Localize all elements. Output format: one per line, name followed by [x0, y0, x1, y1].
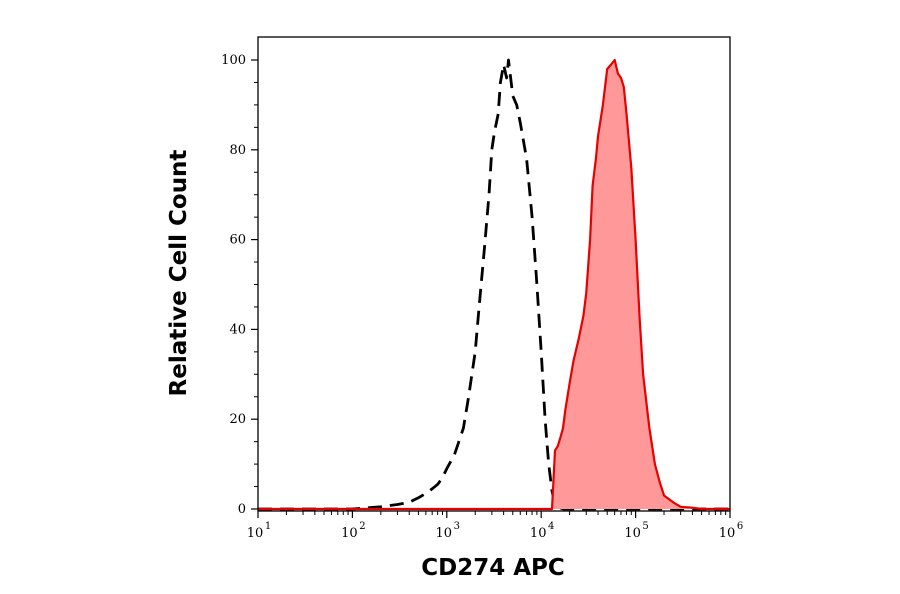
- x-tick-exponent-3: 4: [548, 521, 554, 532]
- x-tick-label-0: 10: [247, 526, 264, 541]
- series-1-line: [258, 58, 730, 511]
- x-tick-exponent-1: 2: [359, 521, 365, 532]
- y-tick-label-5: 100: [221, 53, 246, 68]
- x-tick-label-5: 10: [719, 526, 736, 541]
- y-tick-label-3: 60: [229, 233, 246, 248]
- plot-frame: [257, 36, 731, 512]
- y-tick-label-1: 20: [229, 412, 246, 427]
- x-tick-label-4: 10: [624, 526, 641, 541]
- y-axis-title: Relative Cell Count: [166, 150, 192, 397]
- x-tick-exponent-5: 6: [737, 521, 743, 532]
- y-tick-label-2: 40: [229, 322, 246, 337]
- series-0-line: [258, 58, 730, 511]
- x-tick-exponent-2: 3: [454, 521, 460, 532]
- x-tick-label-1: 10: [341, 526, 358, 541]
- x-tick-exponent-0: 1: [265, 521, 271, 532]
- x-tick-exponent-4: 5: [642, 521, 648, 532]
- x-tick-label-2: 10: [436, 526, 453, 541]
- x-axis-title: CD274 APC: [421, 555, 565, 581]
- y-tick-label-4: 80: [229, 143, 246, 158]
- x-tick-label-3: 10: [530, 526, 547, 541]
- series-1-area: [258, 60, 730, 509]
- y-tick-label-0: 0: [238, 502, 246, 517]
